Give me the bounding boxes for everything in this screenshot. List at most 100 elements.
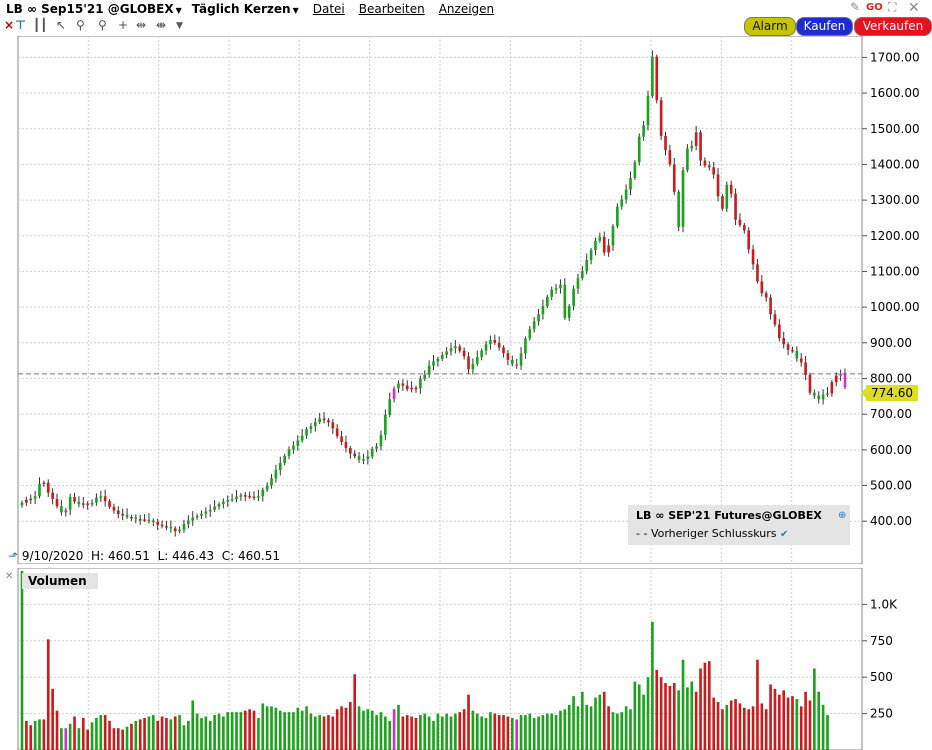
status-icon: ⬏ — [8, 549, 19, 563]
volume-bar — [594, 697, 597, 750]
candle-body — [546, 296, 549, 307]
candle-body — [265, 485, 269, 490]
settings-icon[interactable]: ⊕ — [838, 510, 847, 521]
volume-bar — [261, 703, 265, 750]
dropdown-icon[interactable]: ▼ — [176, 21, 183, 31]
candle-body — [296, 440, 300, 446]
candle-body — [344, 441, 348, 449]
crosshair-icon[interactable]: + — [118, 18, 129, 32]
candle-body — [813, 392, 816, 396]
volume-bar — [353, 674, 357, 750]
volume-bar — [581, 691, 584, 750]
candle-body — [182, 524, 186, 530]
close-window-icon[interactable]: ✕ — [908, 0, 920, 16]
volume-bar — [659, 677, 663, 750]
volume-bar — [156, 720, 160, 750]
volume-bar — [808, 700, 812, 750]
candle-body — [436, 358, 440, 362]
volume-bar — [213, 715, 216, 750]
volume-bar — [125, 726, 129, 750]
volume-bar — [191, 700, 195, 750]
candle-body — [353, 453, 357, 457]
volume-bar — [143, 717, 146, 750]
volume-bar — [598, 694, 602, 750]
measure-icon[interactable]: ⇼ — [156, 18, 167, 32]
volume-bar — [195, 713, 199, 750]
y-tick-label: 1200.00 — [870, 229, 920, 243]
candle-body — [331, 422, 335, 429]
sell-button[interactable]: Verkaufen — [854, 17, 932, 36]
menu-file[interactable]: Datei — [312, 1, 345, 16]
candle-body — [686, 148, 689, 171]
volume-chart[interactable]: 250 500 750 1.0K — [0, 568, 932, 750]
volume-bar — [804, 691, 807, 750]
volume-bar — [778, 694, 781, 750]
chart-style-selector[interactable]: Täglich Kerzen ▼ — [191, 1, 299, 16]
candle-body — [493, 339, 497, 343]
volume-bar — [152, 715, 155, 750]
volume-bar — [497, 715, 501, 750]
volume-bar — [462, 709, 466, 750]
go-icon[interactable]: GO — [866, 2, 883, 13]
cursor-icon[interactable]: ↖ — [56, 18, 67, 32]
volume-bar — [524, 715, 527, 750]
buy-button[interactable]: Kaufen — [796, 17, 853, 36]
volume-bar — [243, 710, 247, 750]
candle-body — [489, 339, 492, 345]
candle-body — [405, 385, 409, 390]
menu-edit[interactable]: Bearbeiten — [358, 1, 425, 16]
close-icon[interactable]: × — [4, 18, 15, 32]
candle-body — [152, 520, 155, 522]
candle-body — [528, 329, 532, 339]
volume-bar — [222, 716, 225, 750]
volume-bar — [370, 710, 374, 750]
tick-icon[interactable]: ⊤ — [15, 18, 26, 32]
menu-view[interactable]: Anzeigen — [438, 1, 495, 16]
volume-tick-label: 250 — [870, 707, 893, 721]
volume-bar — [795, 699, 799, 750]
volume-bar — [716, 701, 720, 750]
candle-body — [694, 132, 698, 146]
wrench-icon[interactable]: ✎ — [850, 0, 861, 14]
candle-body — [200, 513, 203, 516]
candle-body — [77, 501, 81, 505]
candle-body — [559, 284, 562, 289]
candle-body — [388, 399, 392, 415]
volume-bar — [178, 715, 181, 750]
alarm-button[interactable]: Alarm — [744, 17, 796, 36]
volume-bar — [414, 717, 418, 750]
candle-body — [108, 501, 111, 507]
volume-bar — [165, 717, 168, 750]
zoom-out-icon[interactable]: ⚲ — [98, 18, 107, 32]
volume-bar — [173, 716, 177, 750]
candle-body — [712, 167, 715, 175]
pan-icon[interactable]: ⇹ — [136, 18, 147, 32]
volume-bar — [554, 715, 558, 750]
candle-body — [340, 436, 343, 442]
volume-bar — [392, 709, 396, 750]
volume-bar — [108, 720, 111, 750]
candle-body — [257, 496, 260, 498]
bar-chart-icon[interactable]: ┃┃ — [33, 18, 48, 32]
candle-body — [502, 347, 505, 354]
fullscreen-icon[interactable]: ⛶ — [888, 0, 897, 14]
volume-bar — [134, 720, 138, 750]
volume-bar — [440, 716, 444, 750]
price-chart[interactable]: 400.00 500.00 600.00 700.00 800.00 900.00 1000… — [0, 36, 932, 564]
candle-body — [81, 503, 85, 505]
symbol-selector[interactable]: LB ∞ Sep15'21 @GLOBEX ▼ — [6, 1, 182, 16]
volume-bar — [366, 709, 370, 750]
candle-body — [751, 249, 755, 265]
volume-bar — [208, 720, 212, 750]
y-tick-label: 1700.00 — [870, 50, 920, 64]
volume-bar — [611, 712, 615, 750]
candle-body — [843, 373, 847, 388]
candle-body — [419, 378, 422, 389]
volume-pane-label: Volumen — [22, 573, 98, 589]
volume-bar — [427, 716, 431, 750]
candle-body — [130, 516, 133, 519]
status-date: 9/10/2020 — [21, 549, 84, 563]
close-pane-icon[interactable]: ✕ — [5, 571, 14, 582]
zoom-in-icon[interactable]: ⚲ — [76, 18, 85, 32]
candle-body — [607, 245, 610, 253]
